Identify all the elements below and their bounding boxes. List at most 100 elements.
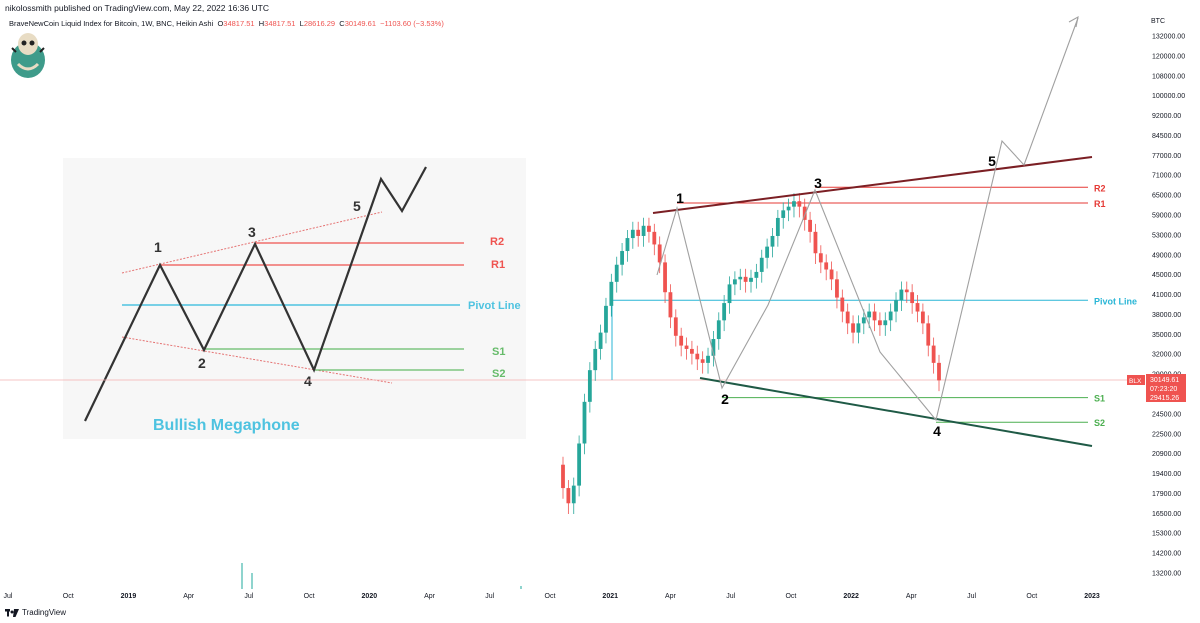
candle-body [582,401,587,444]
inset-wave-1: 1 [154,239,162,255]
inset-s2-label: S2 [492,368,505,380]
y-tick-label: 24500.00 [1152,411,1181,418]
candle-body [845,311,850,324]
candle-body [835,279,839,298]
ohlc-high: 34817.51 [264,19,296,28]
footer: TradingView [5,608,66,617]
inset-wave-3: 3 [248,224,256,240]
y-tick-label: 132000.00 [1152,34,1185,41]
level-label-r2: R2 [1094,183,1106,193]
inset-r1-label: R1 [491,259,505,271]
candle-body [700,359,705,363]
y-tick-label: 17900.00 [1152,491,1181,498]
candle-body [604,305,608,333]
candle-body [775,217,780,236]
candle-body [625,238,630,252]
y-tick-label: 45000.00 [1152,272,1181,279]
candle-body [727,284,732,304]
y-tick-label: 20900.00 [1152,451,1181,458]
y-tick-label: 92000.00 [1152,113,1181,120]
x-tick-label: Jul [485,593,494,600]
candle-body [695,353,700,360]
x-tick-label: 2019 [121,593,137,600]
x-tick-label: Jul [726,593,735,600]
x-tick-label: 2023 [1084,593,1100,600]
x-tick-label: Oct [304,593,315,600]
inset-r2-label: R2 [490,236,504,248]
badge-countdown: 07:23:20 [1150,386,1177,393]
candle-body [561,464,565,489]
wave-label-5: 5 [988,153,996,169]
candle-body [926,323,931,346]
y-tick-label: 15300.00 [1152,531,1181,538]
wave-label-1: 1 [676,190,684,206]
level-label-s1: S1 [1094,394,1105,404]
candle-body [684,345,689,349]
y-tick-label: 108000.00 [1152,73,1185,80]
x-tick-label: Apr [906,593,918,600]
x-tick-label: Apr [665,593,677,600]
candle-body [878,320,882,326]
candle-body [749,277,753,282]
candle-body [894,300,898,312]
inset-panel: 1 2 3 4 5 R2 R1 Pivot Line S1 S2 Bullish… [63,158,526,439]
symbol-ohlc-line: BraveNewCoin Liquid Index for Bitcoin, 1… [9,19,444,28]
y-tick-label: 59000.00 [1152,213,1181,220]
candle-body [754,271,759,278]
y-tick-label: 49000.00 [1152,252,1181,259]
candle-body [765,246,770,258]
candle-body [587,370,592,402]
candle-body [679,335,684,346]
upper-megaphone-trendline [652,156,1093,214]
candle-body [770,235,775,247]
candle-body [657,244,662,263]
badge-low: 29415.26 [1150,395,1179,402]
inset-wave-4: 4 [304,373,312,389]
y-tick-label: 35000.00 [1152,332,1181,339]
candle-body [690,348,694,354]
inset-lower-trendline [121,336,393,384]
x-tick-label: Oct [545,593,556,600]
y-tick-label: 22500.00 [1152,431,1181,438]
candle-body [824,262,829,270]
volume-bar [251,573,253,589]
y-tick-label: 71000.00 [1152,173,1181,180]
time-axis: Jul Oct 2019 Apr Jul Oct 2020 Apr Jul Oct 2021 Apr J… [4,593,1100,600]
ohlc-open: 34817.51 [223,19,255,28]
candle-body [609,281,614,306]
inset-upper-trendline [121,211,383,274]
candle-body [786,206,791,211]
candle-body [808,219,812,232]
candle-body [614,264,619,282]
candle-body [872,311,877,321]
x-tick-label: Apr [424,593,436,600]
candle-body [652,231,657,245]
candle-body [630,229,635,239]
candle-body [813,231,818,254]
y-tick-label: 84500.00 [1152,133,1181,140]
ohlc-change: −1103.60 (−3.53%) [380,19,444,28]
y-tick-label: 120000.00 [1152,53,1185,60]
level-label-s2: S2 [1094,418,1105,428]
candle-body [856,323,861,333]
candle-body [759,257,764,272]
x-tick-label: Oct [785,593,796,600]
inset-pivot-label: Pivot Line [468,300,521,312]
volume-bar [520,586,522,589]
candle-body [910,292,915,304]
badge-symbol: BLX [1129,378,1142,385]
candle-body [743,276,748,282]
candle-body [829,269,834,280]
level-label-r1: R1 [1094,199,1106,209]
author-avatar-icon [11,33,45,78]
candle-body [641,225,646,236]
candles-group [561,193,941,515]
y-tick-label: 100000.00 [1152,93,1185,100]
candle-body [888,311,893,321]
x-tick-label: Oct [63,593,74,600]
price-axis: 132000.00 120000.00 108000.00 100000.00 9200… [1152,34,1185,578]
candle-body [915,303,920,312]
inset-title: Bullish Megaphone [153,417,300,434]
candle-body [706,355,710,363]
